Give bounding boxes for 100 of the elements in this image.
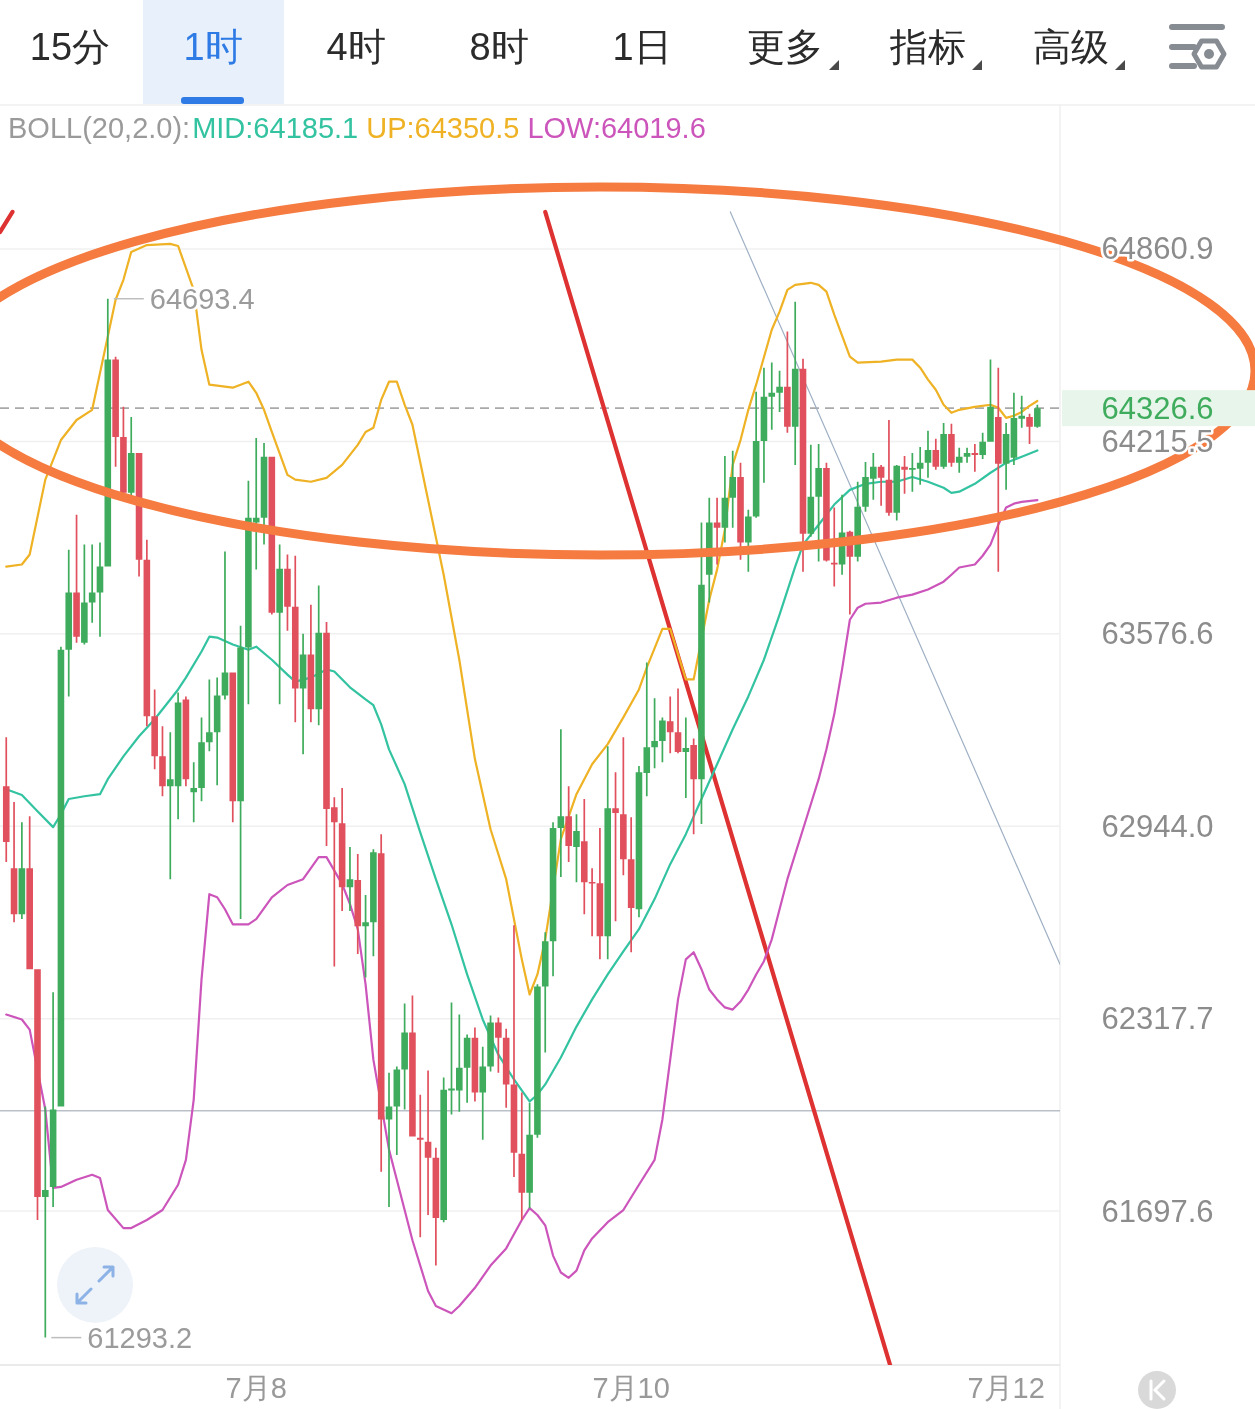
candlestick <box>510 925 518 1177</box>
candlestick <box>518 1092 526 1220</box>
candlestick <box>159 726 166 797</box>
y-tick-label: 62944.0 <box>1101 808 1214 844</box>
legend: BOLL(20,2.0):MID:64185.1 UP:64350.5 LOW:64019.6 <box>8 112 706 144</box>
candlestick <box>784 331 791 433</box>
candlestick <box>877 464 885 506</box>
candlestick <box>354 854 362 955</box>
candlestick <box>315 585 322 726</box>
candlestick <box>1026 413 1033 444</box>
candlestick <box>49 992 57 1207</box>
candlestick <box>57 646 65 1107</box>
annotation: 64326.6 <box>1101 390 1214 426</box>
text: 更多 <box>747 26 823 68</box>
candlestick <box>885 419 893 516</box>
candlestick <box>620 737 627 876</box>
candlestick <box>549 822 557 977</box>
candlestick <box>143 539 151 727</box>
candlestick <box>940 422 947 469</box>
y-tick-label: 64860.9 <box>1101 231 1214 267</box>
candlestick <box>745 509 752 572</box>
text: 8时 <box>469 26 529 68</box>
x-tick-label: 7月12 <box>967 1372 1045 1404</box>
candlestick <box>690 738 697 835</box>
candlestick <box>596 828 604 960</box>
candlestick <box>409 995 416 1137</box>
candlestick <box>299 633 307 755</box>
candlestick <box>674 688 682 754</box>
candlestick <box>955 447 963 473</box>
candlestick <box>799 358 807 572</box>
candlestick <box>979 432 986 459</box>
x-tick-label: 7月10 <box>592 1372 670 1404</box>
candlestick <box>588 868 596 937</box>
candlestick <box>994 367 1002 572</box>
candlestick <box>682 717 690 799</box>
candlestick <box>338 788 346 912</box>
y-tick-label: 62317.7 <box>1101 1001 1214 1037</box>
candlestick <box>580 799 588 915</box>
candlestick <box>807 444 815 537</box>
y-tick-label: 63576.6 <box>1101 616 1214 652</box>
candlestick <box>487 1015 494 1072</box>
candlestick <box>1002 422 1010 490</box>
candlestick <box>698 522 705 825</box>
candlestick <box>260 443 268 545</box>
candlestick <box>346 847 354 912</box>
candlestick <box>416 1094 424 1238</box>
x-tick-label: 7月8 <box>225 1372 287 1404</box>
candlestick <box>237 625 244 920</box>
candlestick <box>932 438 940 470</box>
candlestick <box>393 1066 401 1155</box>
candlestick <box>987 359 994 442</box>
annotation: 61293.2 <box>87 1321 193 1354</box>
candlestick <box>432 1147 440 1266</box>
candlestick <box>971 443 979 472</box>
text: 1时 <box>183 26 243 68</box>
candlestick <box>1034 404 1041 428</box>
candlestick <box>729 450 736 528</box>
candlestick <box>18 822 26 920</box>
candlestick <box>182 696 190 787</box>
candlestick <box>26 816 33 970</box>
candlestick <box>534 984 541 1138</box>
candlestick <box>221 551 229 700</box>
candlestick <box>768 362 776 430</box>
candlestick <box>81 544 88 645</box>
candlestick <box>34 969 41 1220</box>
candlestick <box>721 455 729 543</box>
price-tag: 64326.6 <box>1062 390 1255 427</box>
candlestick <box>502 1028 510 1108</box>
candlestick <box>370 849 377 957</box>
candlestick <box>65 549 73 697</box>
candlestick <box>893 464 901 521</box>
candlestick <box>752 391 760 518</box>
candlestick <box>760 367 768 483</box>
candlestick <box>963 447 971 463</box>
candlestick <box>198 717 205 802</box>
candlestick <box>104 298 112 567</box>
candlestick <box>284 554 291 631</box>
candlestick <box>557 729 565 878</box>
candlestick <box>627 817 635 953</box>
candlestick <box>307 604 315 723</box>
candlestick <box>666 696 674 754</box>
candlestick <box>737 462 744 560</box>
text: 15分 <box>29 26 111 68</box>
candlestick <box>526 1102 533 1209</box>
candlestick <box>924 430 932 478</box>
candlestick <box>2 737 10 863</box>
candlestick <box>791 301 799 465</box>
candlestick <box>377 834 385 1172</box>
candlestick <box>213 677 221 786</box>
candlestick <box>112 356 119 467</box>
candlestick <box>206 679 213 752</box>
candlestick <box>291 555 299 723</box>
candlestick <box>151 689 158 770</box>
text: 1日 <box>612 26 672 68</box>
y-tick-label: 61697.6 <box>1101 1193 1214 1229</box>
candlestick <box>948 423 955 467</box>
candlestick <box>659 717 666 763</box>
text: 高级 <box>1033 26 1109 68</box>
candlestick <box>229 672 237 823</box>
candlestick <box>565 786 572 863</box>
